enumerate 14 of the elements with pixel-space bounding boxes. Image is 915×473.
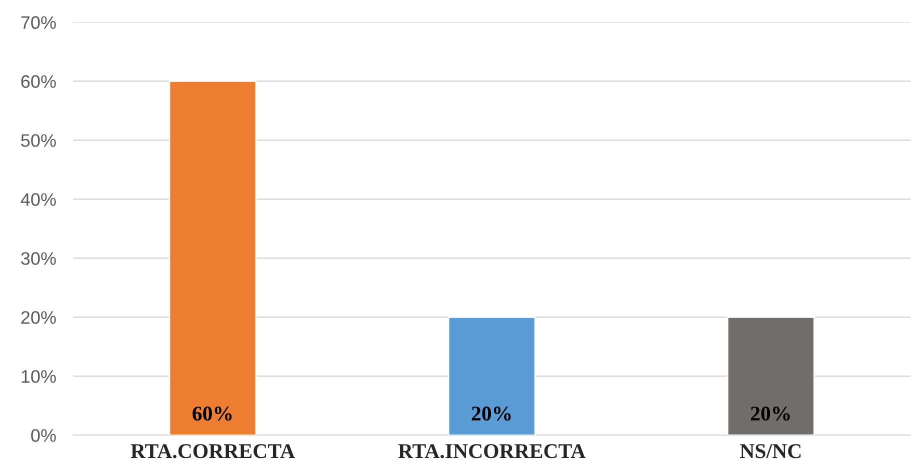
y-tick-label: 30% xyxy=(21,252,56,265)
x-tick-label: RTA.INCORRECTA xyxy=(398,444,586,458)
y-tick-label: 60% xyxy=(21,75,56,88)
y-tick-label: 70% xyxy=(21,16,56,29)
y-tick-label: 10% xyxy=(22,370,56,383)
y-tick-label: 0% xyxy=(31,429,56,442)
y-tick-label: 40% xyxy=(20,193,56,206)
data-label: 20% xyxy=(750,406,790,421)
y-tick-label: 20% xyxy=(21,311,56,324)
x-tick-label: NS/NC xyxy=(740,444,801,458)
y-tick-label: 50% xyxy=(21,134,56,147)
data-label: 20% xyxy=(472,406,511,421)
data-label: 60% xyxy=(192,406,232,421)
x-tick-label: RTA.CORRECTA xyxy=(130,444,295,458)
